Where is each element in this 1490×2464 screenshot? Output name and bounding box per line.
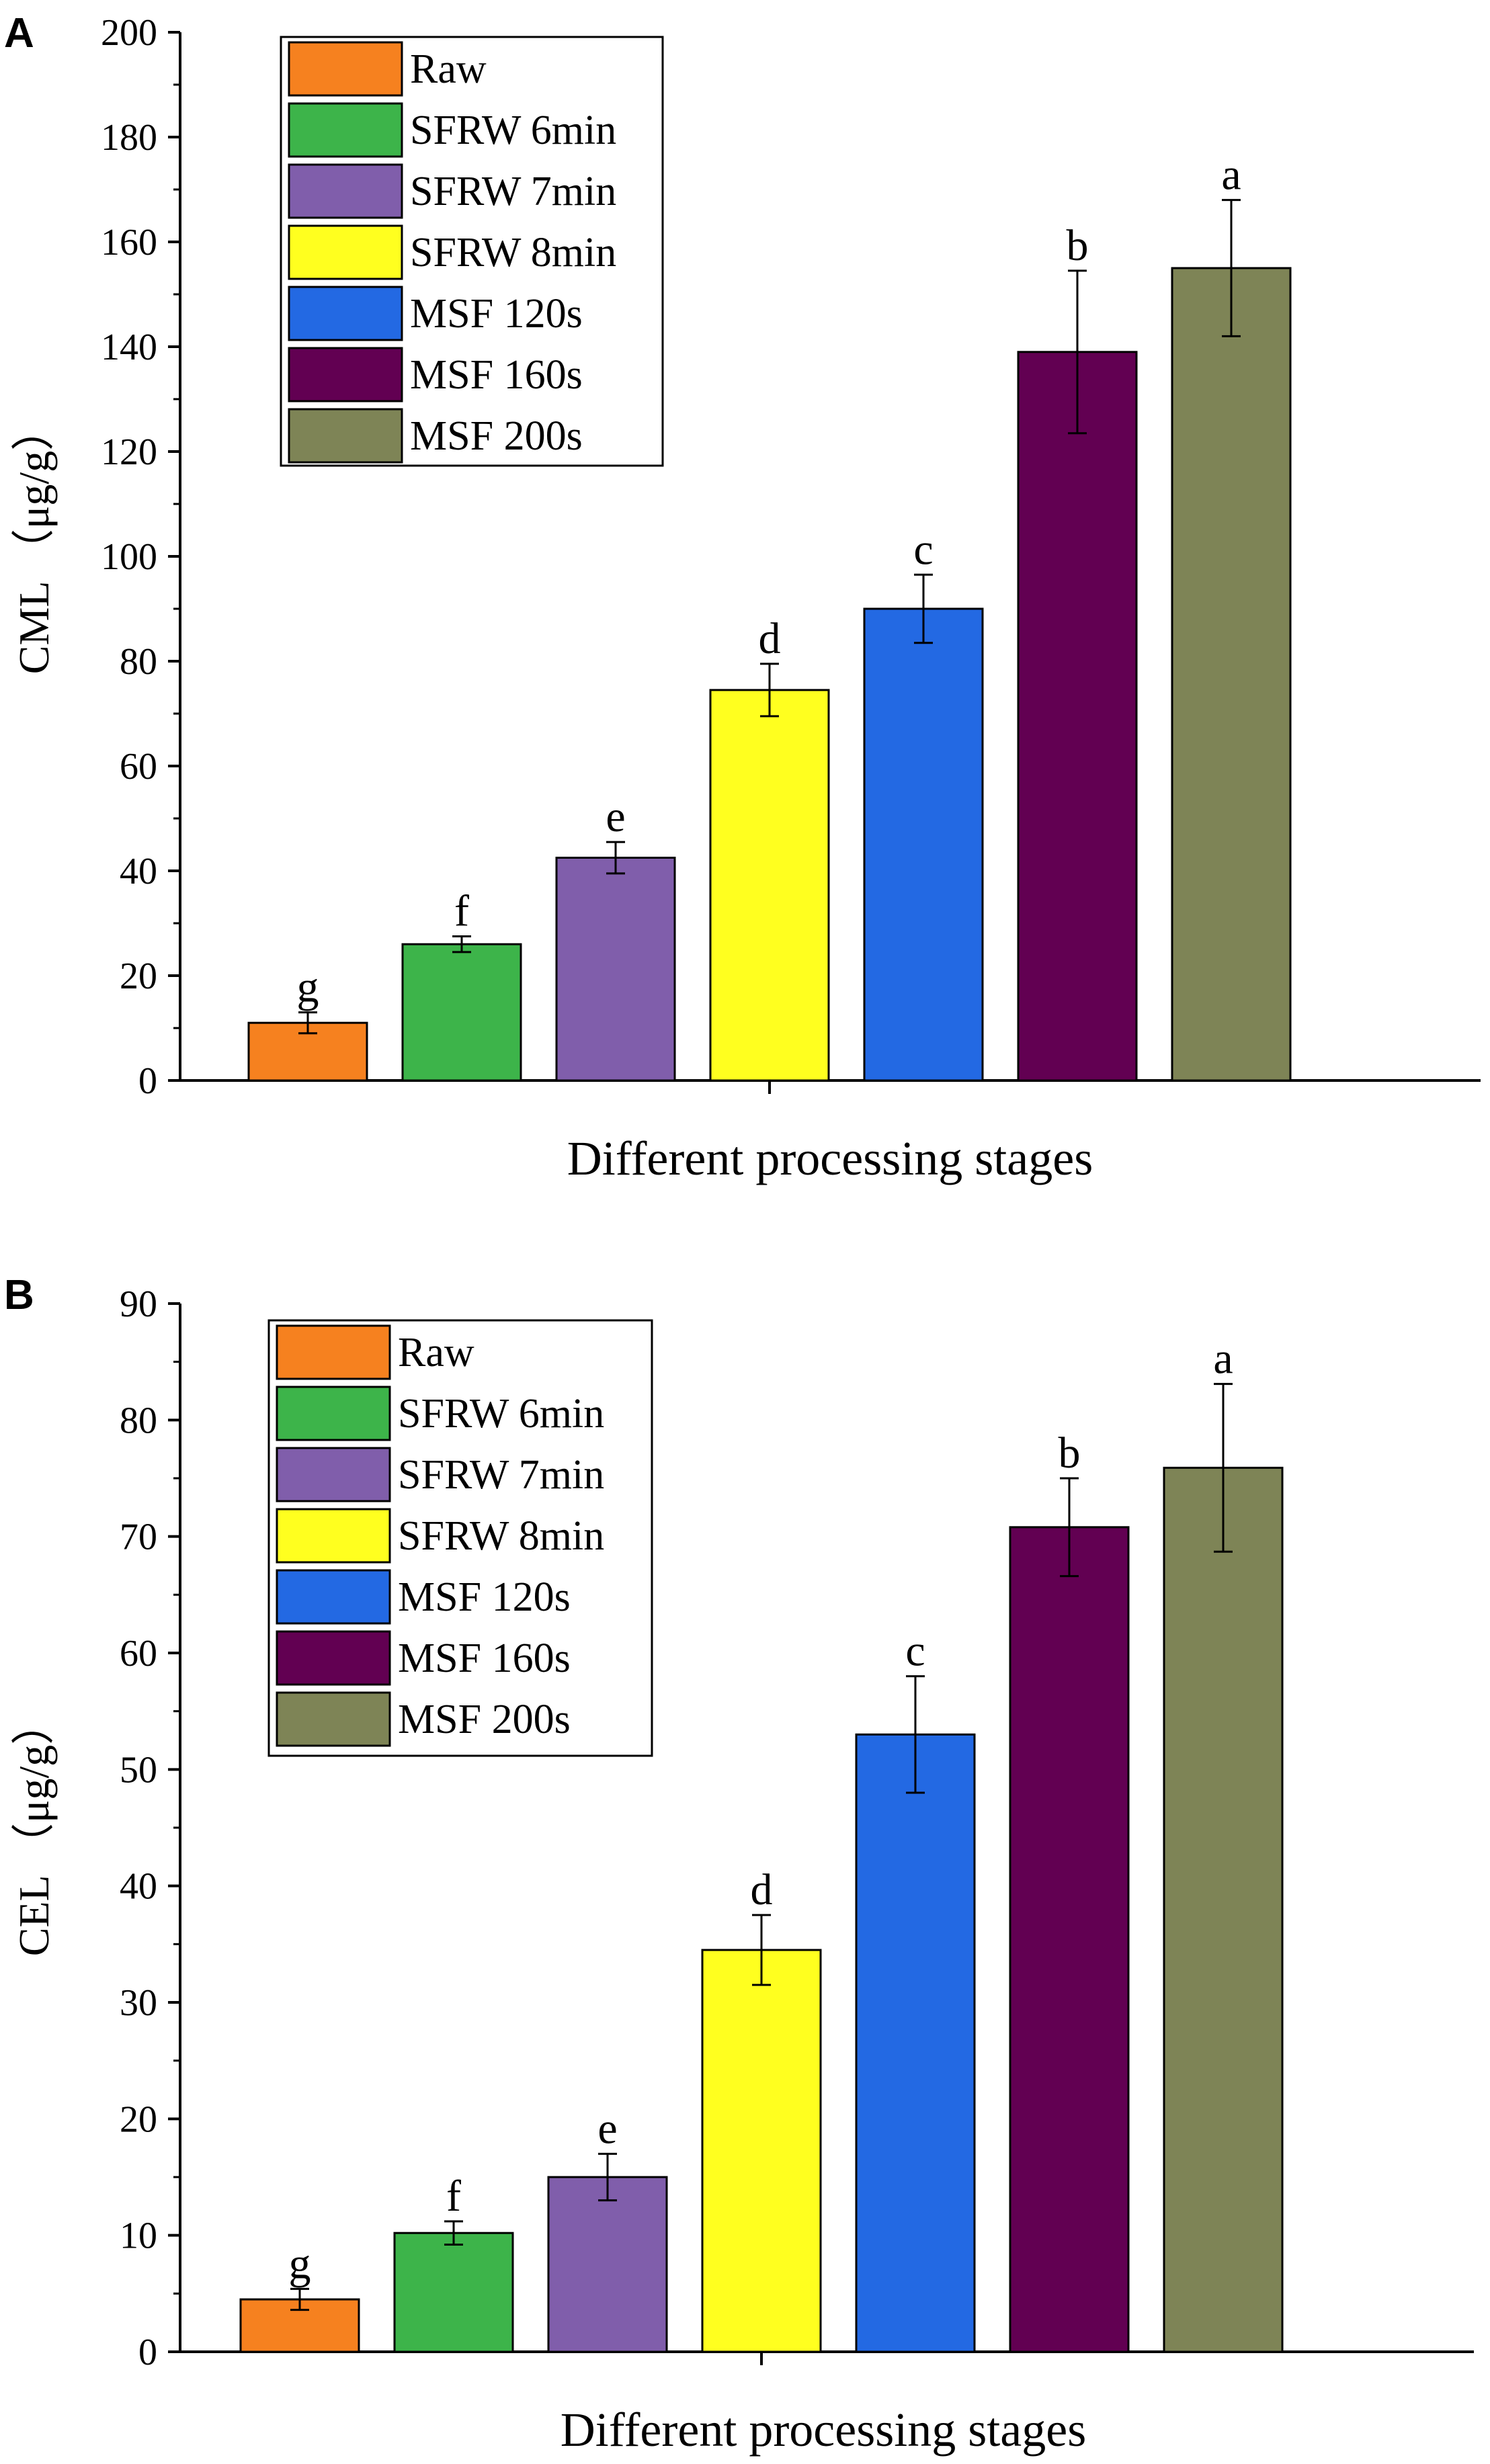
significance-label-a: f (454, 887, 469, 936)
legend-swatch-b (276, 1630, 391, 1686)
significance-label-b: g (289, 2239, 311, 2288)
legend-swatch-b (276, 1508, 391, 1564)
y-tick-label-a: 20 (120, 955, 157, 997)
bar-a (1171, 267, 1292, 1082)
y-tick-label-a: 160 (101, 222, 157, 263)
bar-b (1009, 1526, 1130, 2353)
y-tick-label-b: 40 (120, 1866, 157, 1908)
significance-label-a: e (606, 792, 625, 841)
legend-label-b: SFRW 7min (398, 1452, 604, 1498)
legend-label-b: MSF 120s (398, 1574, 571, 1620)
legend-label-b: MSF 200s (398, 1697, 571, 1742)
legend-swatch-a (288, 347, 403, 402)
bar-b (701, 1949, 822, 2353)
significance-label-b: c (905, 1627, 925, 1676)
y-tick-label-b: 60 (120, 1633, 157, 1674)
y-tick-label-b: 0 (138, 2332, 157, 2373)
significance-label-b: d (751, 1865, 773, 1914)
y-axis-title-b: CEL （μg/g） (10, 1702, 58, 1957)
significance-label-a: b (1067, 221, 1089, 270)
y-tick-label-a: 200 (101, 12, 157, 54)
bar-a (401, 943, 522, 1082)
bar-a (555, 857, 676, 1082)
y-tick-label-a: 40 (120, 851, 157, 892)
y-tick-label-a: 80 (120, 641, 157, 683)
significance-label-a: a (1221, 151, 1241, 200)
significance-label-a: d (759, 614, 781, 663)
significance-label-a: g (297, 963, 319, 1012)
bar-a (709, 689, 830, 1082)
legend-label-a: MSF 120s (410, 291, 583, 337)
bar-a (1017, 351, 1138, 1082)
legend-swatch-a (288, 224, 403, 280)
bar-b (1163, 1466, 1284, 2353)
y-tick-label-a: 0 (138, 1060, 157, 1102)
legend-label-b: SFRW 6min (398, 1391, 604, 1437)
panel-label-b: B (4, 1272, 34, 1318)
y-tick-label-b: 80 (120, 1400, 157, 1441)
legend-label-b: Raw (398, 1330, 474, 1375)
y-tick-label-b: 70 (120, 1517, 157, 1558)
significance-label-a: c (913, 525, 933, 574)
legend-swatch-a (288, 102, 403, 158)
y-tick-label-a: 60 (120, 746, 157, 788)
bar-b (855, 1733, 976, 2353)
legend-swatch-a (288, 286, 403, 341)
y-tick-label-b: 30 (120, 1982, 157, 2024)
y-tick-label-a: 100 (101, 536, 157, 578)
legend-swatch-b (276, 1447, 391, 1502)
legend-swatch-b (276, 1569, 391, 1625)
y-tick-label-a: 180 (101, 117, 157, 159)
significance-label-b: f (446, 2172, 461, 2221)
bar-a (863, 607, 984, 1082)
y-tick-label-b: 50 (120, 1749, 157, 1791)
legend-label-a: MSF 200s (410, 413, 583, 459)
bar-b (393, 2232, 514, 2353)
x-axis-title-a: Different processing stages (567, 1132, 1093, 1185)
y-axis-title-a: CML （μg/g） (10, 408, 58, 674)
legend-label-a: MSF 160s (410, 352, 583, 398)
y-tick-label-a: 120 (101, 431, 157, 473)
panel-label-a: A (4, 10, 34, 56)
legend-swatch-a (288, 163, 403, 219)
y-tick-label-b: 10 (120, 2215, 157, 2257)
bar-b (547, 2176, 668, 2353)
significance-label-b: e (597, 2104, 617, 2153)
y-tick-label-b: 90 (120, 1283, 157, 1325)
legend-label-a: Raw (410, 46, 487, 92)
significance-label-b: a (1213, 1334, 1233, 1384)
panel-b: B Different processing stages CEL （μg/g）… (4, 1272, 1474, 2457)
y-tick-label-b: 20 (120, 2098, 157, 2140)
legend-swatch-b (276, 1386, 391, 1441)
legend-swatch-a (288, 408, 403, 464)
legend-label-a: SFRW 6min (410, 108, 616, 153)
legend-label-a: SFRW 7min (410, 169, 616, 214)
legend-swatch-b (276, 1691, 391, 1747)
significance-label-b: b (1059, 1429, 1081, 1478)
y-tick-label-a: 140 (101, 327, 157, 368)
legend-swatch-b (276, 1324, 391, 1380)
legend-label-a: SFRW 8min (410, 230, 616, 275)
panel-a: A Different processing stages CML （μg/g）… (4, 10, 1481, 1185)
x-axis-title-b: Different processing stages (561, 2403, 1086, 2457)
legend-label-b: SFRW 8min (398, 1513, 604, 1559)
legend-swatch-a (288, 41, 403, 97)
legend-label-b: MSF 160s (398, 1635, 571, 1681)
